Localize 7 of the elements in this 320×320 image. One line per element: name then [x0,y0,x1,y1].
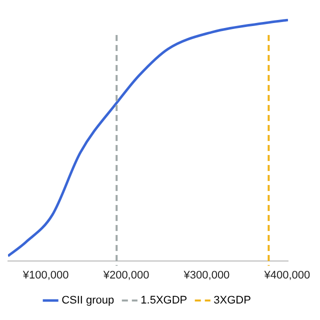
x-tick-label: ¥400,000 [263,269,310,282]
x-tick-label: ¥200,000 [102,269,150,282]
legend-label: 3XGDP [214,294,251,307]
x-tick-label: ¥300,000 [182,269,230,282]
legend-label: CSII group [62,294,114,307]
x-tick-label: ¥100,000 [22,269,69,282]
legend-label: 1.5XGDP [140,294,188,307]
